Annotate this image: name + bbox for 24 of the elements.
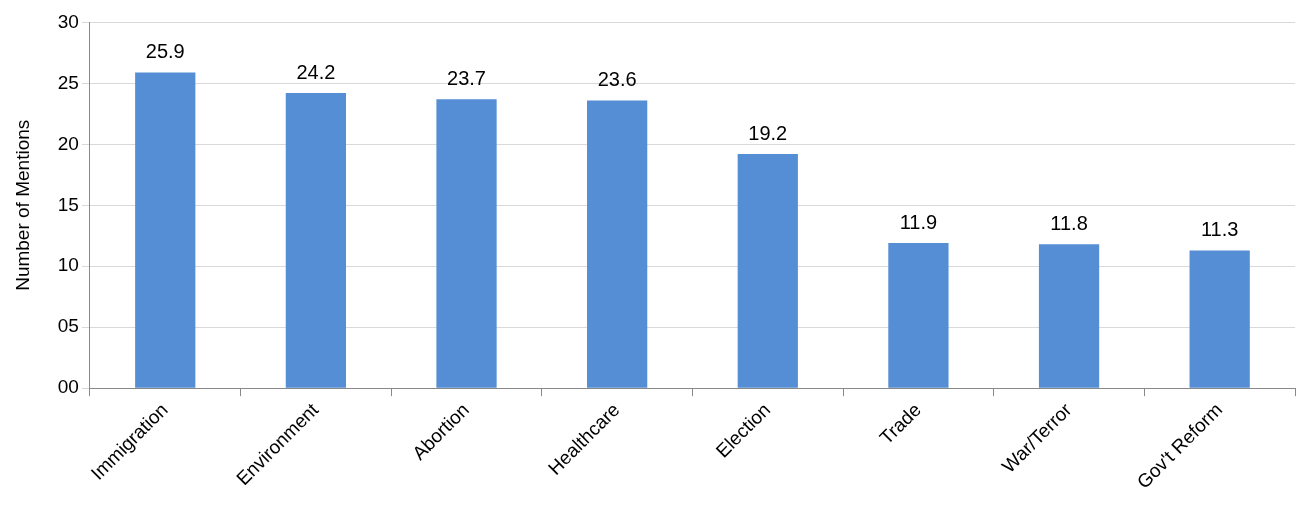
y-tick-label: 20 <box>57 132 79 154</box>
bar <box>1038 244 1100 388</box>
bar <box>285 93 347 388</box>
data-label: 19.2 <box>748 121 788 144</box>
data-label: 24.2 <box>296 60 336 83</box>
bar <box>888 243 949 388</box>
y-tick-label: 05 <box>57 315 79 337</box>
y-tick-label: 30 <box>57 10 79 32</box>
data-label: 11.3 <box>1200 217 1239 240</box>
y-tick-label: 10 <box>57 254 79 276</box>
bar <box>1189 250 1250 388</box>
data-label: 11.8 <box>1050 211 1088 234</box>
bar <box>587 100 648 388</box>
y-tick-label: 00 <box>57 376 79 398</box>
data-label: 23.7 <box>447 66 486 89</box>
data-label: 23.6 <box>597 67 637 90</box>
data-label: 25.9 <box>145 39 185 62</box>
bar <box>436 99 497 388</box>
y-tick-label: 25 <box>57 71 79 93</box>
y-tick-label: 15 <box>57 193 79 215</box>
bar <box>737 154 798 388</box>
data-label: 11.9 <box>899 210 938 233</box>
bar <box>135 72 196 388</box>
y-axis-title: Number of Mentions <box>11 119 33 291</box>
